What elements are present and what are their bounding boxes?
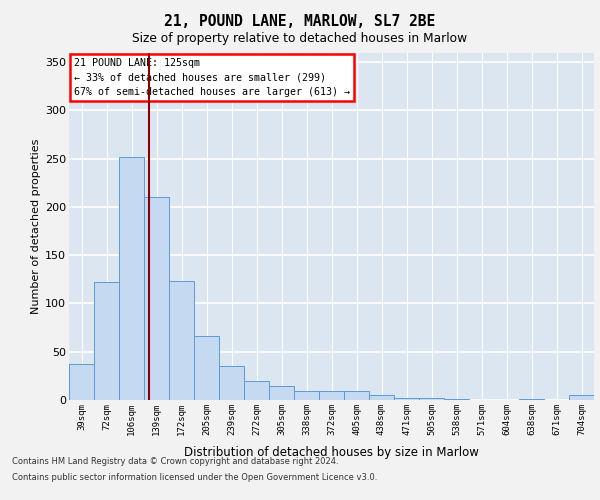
Bar [295, 392, 319, 400]
Bar [220, 366, 244, 400]
Bar [569, 395, 593, 400]
Bar [94, 282, 119, 400]
Bar [394, 398, 419, 400]
Bar [169, 282, 194, 400]
Text: 21 POUND LANE: 125sqm
← 33% of detached houses are smaller (299)
67% of semi-det: 21 POUND LANE: 125sqm ← 33% of detached … [74, 58, 350, 98]
Bar [145, 198, 169, 400]
Bar [70, 364, 94, 400]
Bar [445, 399, 469, 400]
Bar [244, 380, 269, 400]
Text: Contains public sector information licensed under the Open Government Licence v3: Contains public sector information licen… [12, 472, 377, 482]
Bar [370, 395, 394, 400]
Bar [194, 336, 218, 400]
Bar [419, 398, 443, 400]
Bar [319, 392, 344, 400]
Text: Size of property relative to detached houses in Marlow: Size of property relative to detached ho… [133, 32, 467, 45]
Bar [520, 399, 544, 400]
Text: Contains HM Land Registry data © Crown copyright and database right 2024.: Contains HM Land Registry data © Crown c… [12, 458, 338, 466]
X-axis label: Distribution of detached houses by size in Marlow: Distribution of detached houses by size … [184, 446, 479, 459]
Text: 21, POUND LANE, MARLOW, SL7 2BE: 21, POUND LANE, MARLOW, SL7 2BE [164, 14, 436, 29]
Bar [269, 386, 293, 400]
Y-axis label: Number of detached properties: Number of detached properties [31, 138, 41, 314]
Bar [119, 157, 143, 400]
Bar [344, 392, 368, 400]
